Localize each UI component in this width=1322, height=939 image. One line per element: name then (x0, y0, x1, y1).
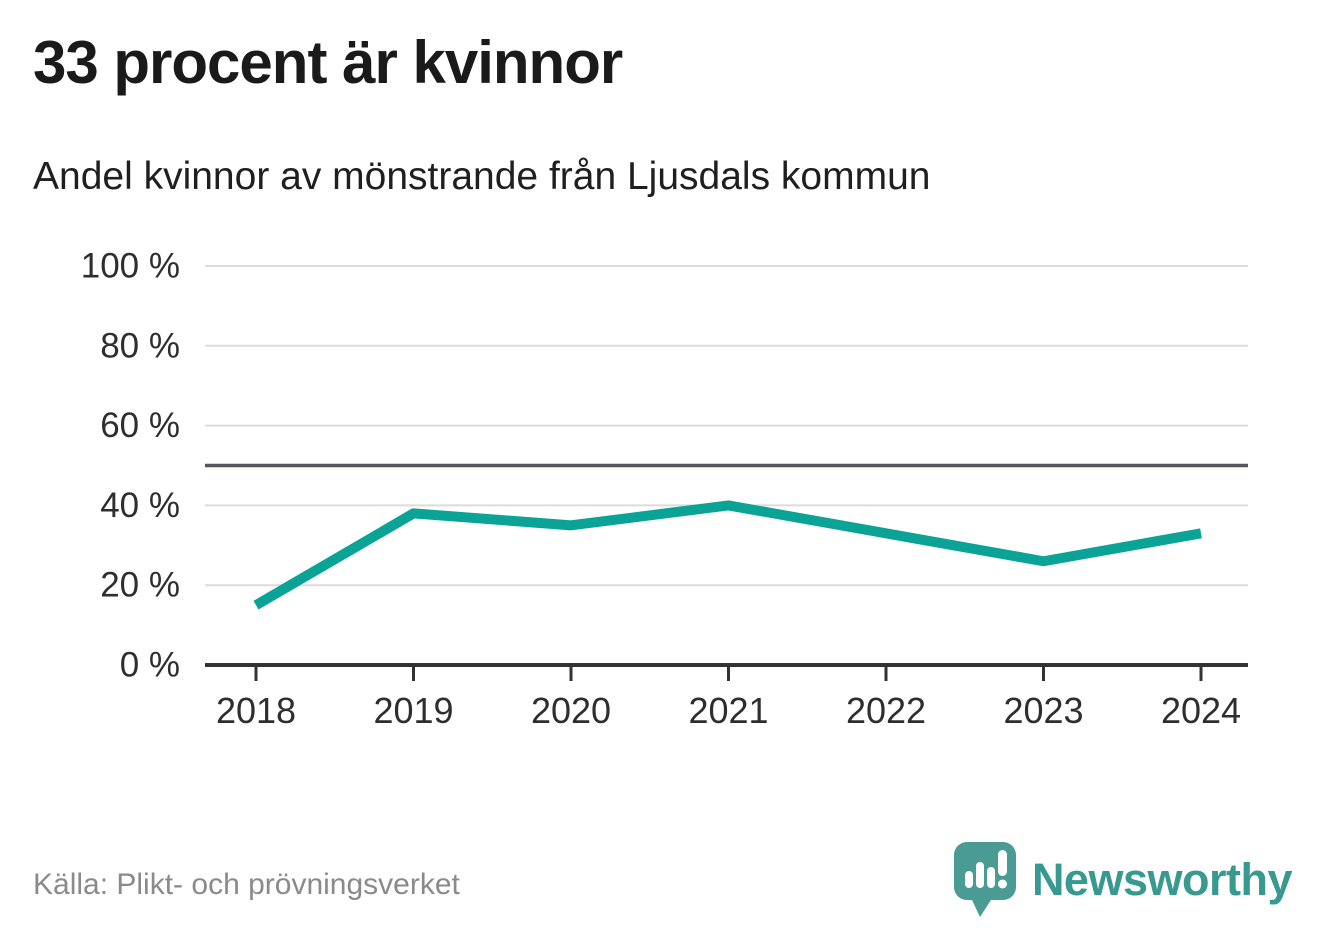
x-tick-label: 2020 (531, 690, 611, 731)
logo-exclamation-bar (997, 850, 1007, 876)
chart-title: 33 procent är kvinnor (33, 29, 623, 96)
logo-bar-3 (986, 867, 995, 888)
line-chart: 0 % 20 % 40 % 60 % 80 % 100 % 2018 2019 2020 2021… (81, 247, 1248, 731)
y-tick-label: 100 % (81, 247, 180, 286)
chart-subtitle: Andel kvinnor av mönstrande från Ljusdal… (33, 155, 931, 198)
x-tick-label: 2018 (216, 690, 296, 731)
x-tick-label: 2022 (846, 690, 926, 731)
x-tick-label: 2024 (1161, 690, 1241, 731)
newsworthy-logo-icon (953, 842, 1016, 917)
y-tick-label: 0 % (120, 646, 180, 685)
newsworthy-logo-text: Newsworthy (1031, 854, 1293, 905)
y-tick-label: 60 % (100, 406, 180, 445)
logo-exclamation-dot (997, 879, 1007, 889)
logo-bar-1 (964, 871, 973, 888)
data-series-line (253, 500, 1202, 610)
newsworthy-logo: Newsworthy (953, 842, 1293, 918)
logo-bar-2 (975, 862, 984, 888)
y-tick-label: 40 % (100, 486, 180, 525)
x-tick-label: 2023 (1003, 690, 1083, 731)
x-tick-label: 2021 (688, 690, 768, 731)
source-text: Källa: Plikt- och prövningsverket (33, 868, 460, 901)
y-tick-label: 80 % (100, 326, 180, 365)
x-tick-label: 2019 (373, 690, 453, 731)
y-tick-label: 20 % (100, 566, 180, 605)
